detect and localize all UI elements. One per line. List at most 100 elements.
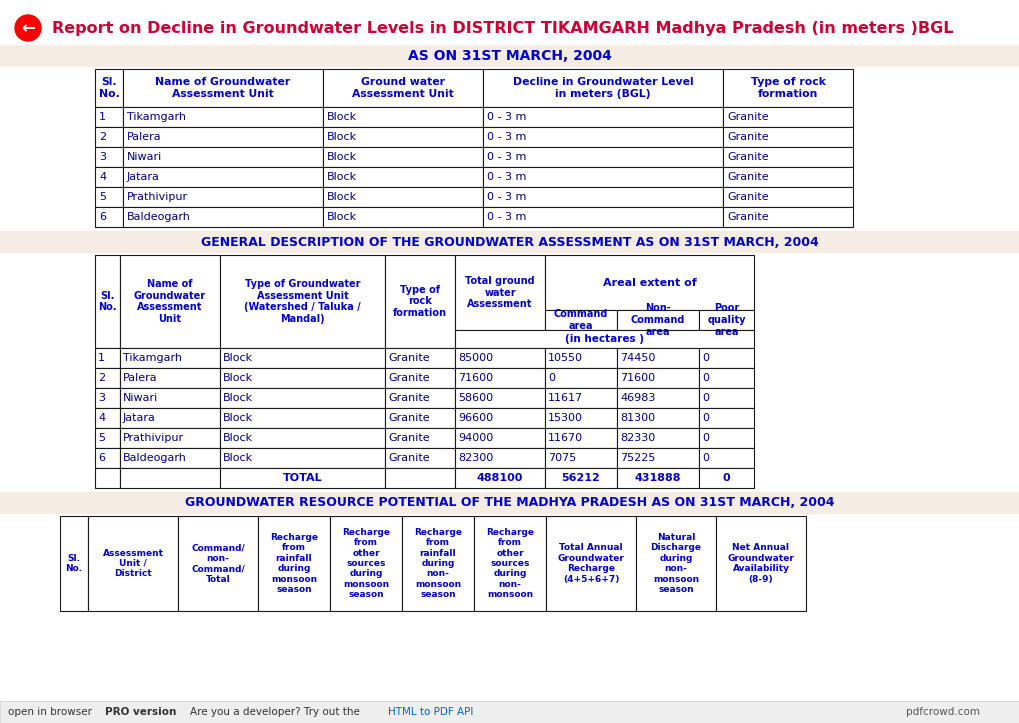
Text: 3: 3: [99, 152, 106, 162]
Text: 71600: 71600: [458, 373, 492, 383]
Text: Prathivipur: Prathivipur: [127, 192, 187, 202]
Text: Granite: Granite: [387, 373, 429, 383]
Bar: [258, 516, 330, 611]
Bar: [95, 107, 123, 127]
Text: Jatara: Jatara: [127, 172, 160, 182]
Text: Jatara: Jatara: [123, 413, 156, 423]
Bar: [123, 167, 323, 187]
Text: pdfcrowd.com: pdfcrowd.com: [905, 707, 979, 717]
Bar: [544, 388, 616, 408]
Bar: [120, 448, 220, 468]
Bar: [483, 187, 722, 207]
Bar: [120, 468, 220, 488]
Text: Total Annual
Groundwater
Recharge
(4+5+6+7): Total Annual Groundwater Recharge (4+5+6…: [557, 544, 624, 583]
Bar: [330, 516, 401, 611]
Text: Granite: Granite: [387, 393, 429, 403]
Bar: [178, 516, 258, 611]
Bar: [544, 408, 616, 428]
Text: Block: Block: [327, 192, 357, 202]
Text: 74450: 74450: [620, 353, 655, 363]
Bar: [323, 167, 483, 187]
Text: Type of Groundwater
Assessment Unit
(Watershed / Taluka /
Mandal): Type of Groundwater Assessment Unit (Wat…: [244, 279, 361, 324]
Text: AS ON 31ST MARCH, 2004: AS ON 31ST MARCH, 2004: [408, 49, 611, 63]
Bar: [0, 45, 1019, 67]
Text: 2: 2: [99, 132, 106, 142]
Bar: [220, 448, 384, 468]
Text: Palera: Palera: [123, 373, 158, 383]
Bar: [220, 388, 384, 408]
Text: Total ground
water
Assessment: Total ground water Assessment: [465, 276, 534, 309]
Text: Sl.
No.: Sl. No.: [65, 554, 83, 573]
Text: 0 - 3 m: 0 - 3 m: [486, 172, 526, 182]
Text: Type of rock
formation: Type of rock formation: [750, 77, 824, 99]
Bar: [95, 187, 123, 207]
Bar: [323, 69, 483, 107]
Text: 4: 4: [98, 413, 105, 423]
Text: Block: Block: [223, 413, 253, 423]
Bar: [401, 516, 474, 611]
Bar: [698, 468, 753, 488]
Bar: [616, 310, 698, 330]
Bar: [544, 468, 616, 488]
Text: Niwari: Niwari: [123, 393, 158, 403]
Text: 81300: 81300: [620, 413, 654, 423]
Text: Palera: Palera: [127, 132, 161, 142]
Bar: [95, 255, 120, 348]
Text: Granite: Granite: [387, 433, 429, 443]
Bar: [88, 516, 178, 611]
Text: 71600: 71600: [620, 373, 654, 383]
Text: Decline in Groundwater Level
in meters (BGL): Decline in Groundwater Level in meters (…: [513, 77, 693, 99]
Bar: [454, 348, 544, 368]
Text: Baldeogarh: Baldeogarh: [127, 212, 191, 222]
Text: Assessment
Unit /
District: Assessment Unit / District: [102, 549, 163, 578]
Text: TOTAL: TOTAL: [282, 473, 322, 483]
Text: 0: 0: [701, 453, 708, 463]
Bar: [95, 348, 120, 368]
Text: Recharge
from
rainfall
during
monsoon
season: Recharge from rainfall during monsoon se…: [270, 533, 318, 594]
Text: Recharge
from
other
sources
during
non-
monsoon: Recharge from other sources during non- …: [485, 528, 534, 599]
Text: 3: 3: [98, 393, 105, 403]
Text: Command
area: Command area: [553, 309, 607, 331]
Bar: [454, 255, 544, 330]
Bar: [95, 408, 120, 428]
Bar: [698, 448, 753, 468]
Bar: [722, 147, 852, 167]
Text: 0: 0: [701, 413, 708, 423]
Text: Granite: Granite: [387, 413, 429, 423]
Text: Block: Block: [327, 172, 357, 182]
Text: 5: 5: [99, 192, 106, 202]
Bar: [544, 348, 616, 368]
Text: Niwari: Niwari: [127, 152, 162, 162]
Text: 85000: 85000: [458, 353, 492, 363]
Bar: [95, 368, 120, 388]
Bar: [722, 69, 852, 107]
Bar: [120, 408, 220, 428]
Bar: [120, 428, 220, 448]
Text: Block: Block: [327, 152, 357, 162]
Text: 11617: 11617: [547, 393, 583, 403]
Text: 0 - 3 m: 0 - 3 m: [486, 212, 526, 222]
Text: 0: 0: [547, 373, 554, 383]
Bar: [323, 127, 483, 147]
Text: open in browser: open in browser: [8, 707, 92, 717]
Bar: [698, 428, 753, 448]
Text: Block: Block: [223, 393, 253, 403]
Text: 75225: 75225: [620, 453, 655, 463]
Bar: [95, 147, 123, 167]
Text: 11670: 11670: [547, 433, 583, 443]
Bar: [616, 468, 698, 488]
Bar: [474, 516, 545, 611]
Bar: [544, 428, 616, 448]
Text: Recharge
from
rainfall
during
non-
monsoon
season: Recharge from rainfall during non- monso…: [414, 528, 462, 599]
Text: Are you a developer? Try out the: Are you a developer? Try out the: [190, 707, 363, 717]
Text: GROUNDWATER RESOURCE POTENTIAL OF THE MADHYA PRADESH AS ON 31ST MARCH, 2004: GROUNDWATER RESOURCE POTENTIAL OF THE MA…: [185, 497, 834, 510]
Bar: [616, 388, 698, 408]
Bar: [120, 388, 220, 408]
Text: GENERAL DESCRIPTION OF THE GROUNDWATER ASSESSMENT AS ON 31ST MARCH, 2004: GENERAL DESCRIPTION OF THE GROUNDWATER A…: [201, 236, 818, 249]
Bar: [95, 388, 120, 408]
Text: PRO version: PRO version: [105, 707, 176, 717]
Text: 46983: 46983: [620, 393, 655, 403]
Bar: [384, 468, 454, 488]
Text: 82300: 82300: [458, 453, 493, 463]
Bar: [120, 348, 220, 368]
